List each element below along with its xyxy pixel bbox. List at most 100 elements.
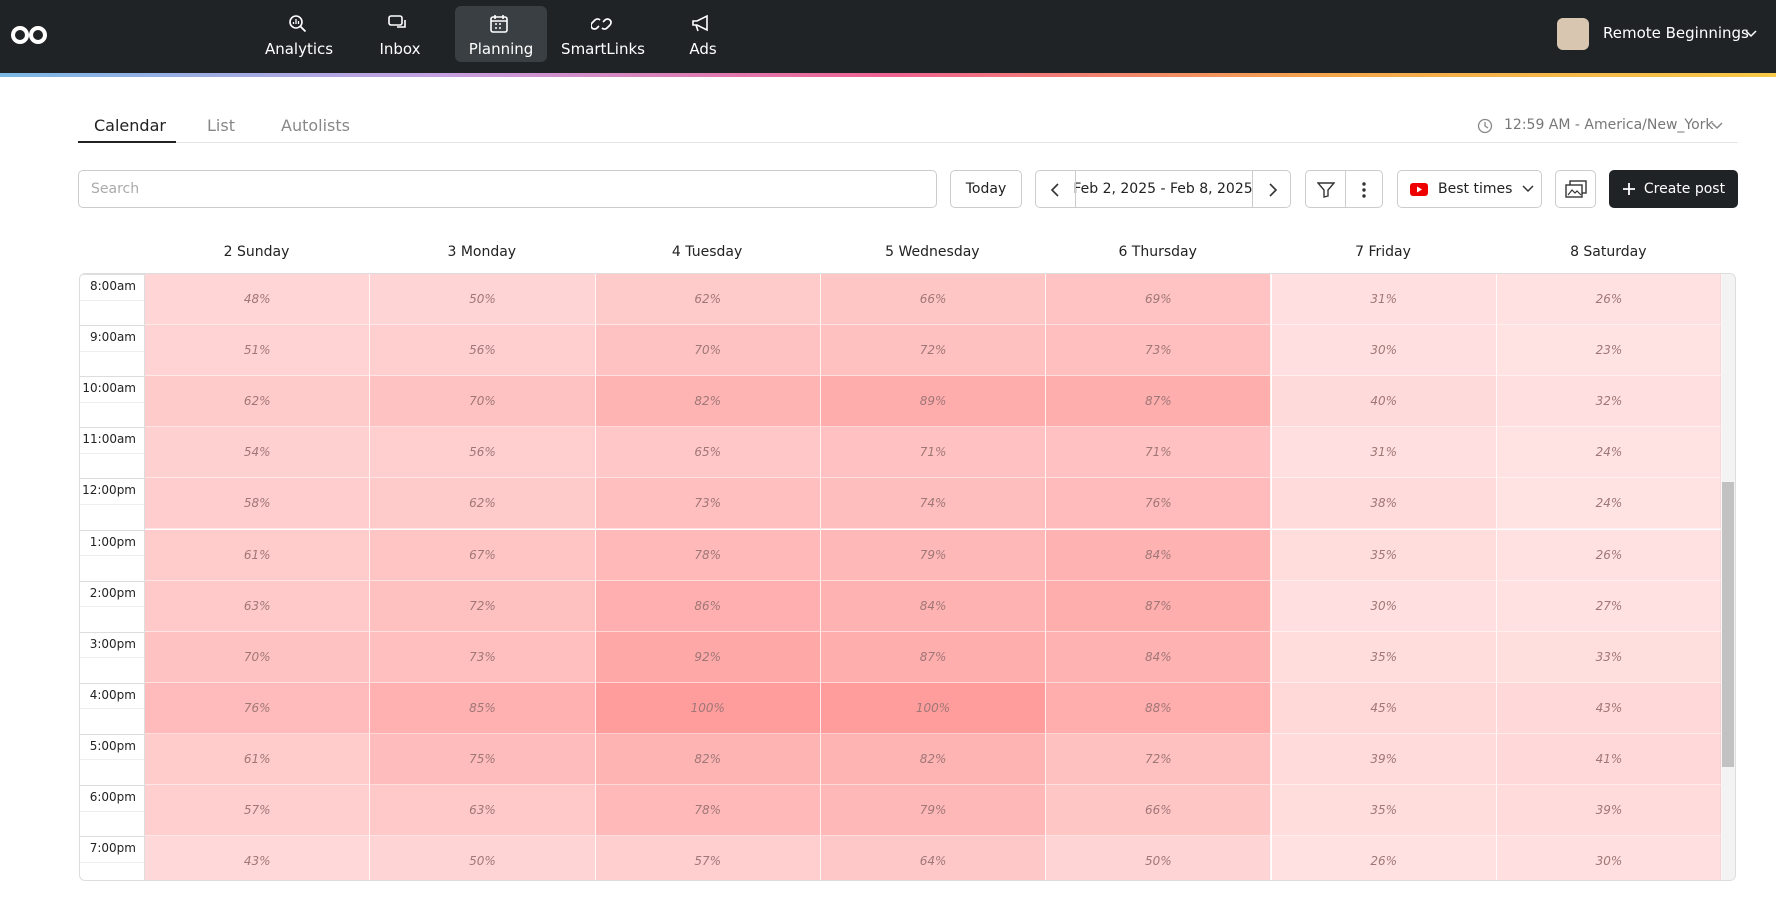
heat-cell[interactable]: 57%: [595, 836, 821, 880]
search-input[interactable]: Search: [78, 170, 937, 208]
heat-cell[interactable]: 39%: [1496, 785, 1723, 837]
heat-cell[interactable]: 79%: [820, 785, 1047, 837]
create-post-button[interactable]: Create post: [1609, 170, 1738, 208]
heat-cell[interactable]: 26%: [1271, 836, 1497, 880]
heat-cell[interactable]: 35%: [1271, 631, 1497, 683]
heat-cell[interactable]: 43%: [145, 836, 371, 880]
filter-button[interactable]: [1317, 182, 1335, 198]
heat-cell[interactable]: 67%: [370, 529, 596, 581]
heat-cell[interactable]: 84%: [1046, 631, 1272, 683]
heat-cell[interactable]: 38%: [1271, 478, 1497, 530]
tab[interactable]: Calendar: [94, 116, 166, 135]
heat-cell[interactable]: 76%: [145, 682, 371, 734]
heat-cell[interactable]: 84%: [820, 580, 1047, 632]
heat-cell[interactable]: 74%: [820, 478, 1047, 530]
heat-cell[interactable]: 66%: [1046, 785, 1272, 837]
heat-cell[interactable]: 71%: [820, 427, 1047, 479]
heat-cell[interactable]: 56%: [370, 427, 596, 479]
heat-cell[interactable]: 72%: [820, 325, 1047, 377]
heat-cell[interactable]: 58%: [145, 478, 371, 530]
heat-cell[interactable]: 45%: [1271, 682, 1497, 734]
heat-cell[interactable]: 50%: [370, 274, 596, 326]
heat-cell[interactable]: 35%: [1271, 529, 1497, 581]
user-menu-chevron[interactable]: [1745, 30, 1757, 38]
heat-cell[interactable]: 30%: [1496, 836, 1723, 880]
heat-cell[interactable]: 82%: [595, 733, 821, 785]
user-name[interactable]: Remote Beginnings: [1603, 24, 1749, 42]
heat-cell[interactable]: 82%: [595, 376, 821, 428]
heat-cell[interactable]: 56%: [370, 325, 596, 377]
heat-cell[interactable]: 82%: [820, 733, 1047, 785]
heat-cell[interactable]: 50%: [1046, 836, 1272, 880]
heat-cell[interactable]: 87%: [820, 631, 1047, 683]
nav-item[interactable]: Analytics: [253, 6, 345, 62]
heat-cell[interactable]: 26%: [1496, 529, 1723, 581]
nav-item[interactable]: SmartLinks: [557, 6, 649, 62]
heat-cell[interactable]: 30%: [1271, 580, 1497, 632]
heat-cell[interactable]: 43%: [1496, 682, 1723, 734]
heat-cell[interactable]: 72%: [1046, 733, 1272, 785]
tab[interactable]: Autolists: [281, 116, 350, 135]
more-button[interactable]: [1361, 182, 1367, 198]
heat-cell[interactable]: 33%: [1496, 631, 1723, 683]
heat-cell[interactable]: 87%: [1046, 376, 1272, 428]
heat-cell[interactable]: 64%: [820, 836, 1047, 880]
heat-cell[interactable]: 51%: [145, 325, 371, 377]
heat-cell[interactable]: 75%: [370, 733, 596, 785]
logo[interactable]: [10, 24, 50, 46]
heat-cell[interactable]: 40%: [1271, 376, 1497, 428]
heat-cell[interactable]: 73%: [595, 478, 821, 530]
heat-cell[interactable]: 76%: [1046, 478, 1272, 530]
heat-cell[interactable]: 70%: [370, 376, 596, 428]
heat-cell[interactable]: 31%: [1271, 274, 1497, 326]
heat-cell[interactable]: 87%: [1046, 580, 1272, 632]
heat-cell[interactable]: 85%: [370, 682, 596, 734]
heat-cell[interactable]: 100%: [595, 682, 821, 734]
heat-cell[interactable]: 26%: [1496, 274, 1723, 326]
heat-cell[interactable]: 71%: [1046, 427, 1272, 479]
heat-cell[interactable]: 48%: [145, 274, 371, 326]
nav-item[interactable]: Planning: [455, 6, 547, 62]
heat-cell[interactable]: 73%: [370, 631, 596, 683]
heat-cell[interactable]: 30%: [1271, 325, 1497, 377]
scrollbar-thumb[interactable]: [1722, 482, 1734, 767]
heat-cell[interactable]: 63%: [145, 580, 371, 632]
timezone[interactable]: 12:59 AM - America/New_York: [1504, 117, 1714, 133]
heat-cell[interactable]: 88%: [1046, 682, 1272, 734]
heat-cell[interactable]: 62%: [595, 274, 821, 326]
heat-cell[interactable]: 100%: [820, 682, 1047, 734]
nav-item[interactable]: Ads: [657, 6, 749, 62]
prev-week[interactable]: [1050, 183, 1060, 197]
heat-cell[interactable]: 86%: [595, 580, 821, 632]
heat-cell[interactable]: 35%: [1271, 785, 1497, 837]
heat-cell[interactable]: 62%: [145, 376, 371, 428]
heat-cell[interactable]: 65%: [595, 427, 821, 479]
heat-cell[interactable]: 41%: [1496, 733, 1723, 785]
tab[interactable]: List: [207, 116, 235, 135]
heat-cell[interactable]: 70%: [595, 325, 821, 377]
heat-cell[interactable]: 57%: [145, 785, 371, 837]
next-week[interactable]: [1268, 183, 1278, 197]
heat-cell[interactable]: 78%: [595, 529, 821, 581]
heat-cell[interactable]: 73%: [1046, 325, 1272, 377]
heat-cell[interactable]: 32%: [1496, 376, 1723, 428]
best-times-select[interactable]: Best times: [1397, 170, 1542, 208]
heat-cell[interactable]: 31%: [1271, 427, 1497, 479]
heat-cell[interactable]: 84%: [1046, 529, 1272, 581]
avatar[interactable]: [1557, 18, 1589, 50]
heat-cell[interactable]: 39%: [1271, 733, 1497, 785]
today-button[interactable]: Today: [950, 170, 1022, 208]
heat-cell[interactable]: 54%: [145, 427, 371, 479]
heat-cell[interactable]: 61%: [145, 529, 371, 581]
timezone-chevron[interactable]: [1711, 122, 1723, 130]
heat-cell[interactable]: 70%: [145, 631, 371, 683]
heat-cell[interactable]: 62%: [370, 478, 596, 530]
heat-cell[interactable]: 69%: [1046, 274, 1272, 326]
heat-cell[interactable]: 23%: [1496, 325, 1723, 377]
heat-cell[interactable]: 72%: [370, 580, 596, 632]
heat-cell[interactable]: 50%: [370, 836, 596, 880]
heat-cell[interactable]: 27%: [1496, 580, 1723, 632]
heat-cell[interactable]: 79%: [820, 529, 1047, 581]
media-button[interactable]: [1555, 170, 1596, 208]
heat-cell[interactable]: 78%: [595, 785, 821, 837]
